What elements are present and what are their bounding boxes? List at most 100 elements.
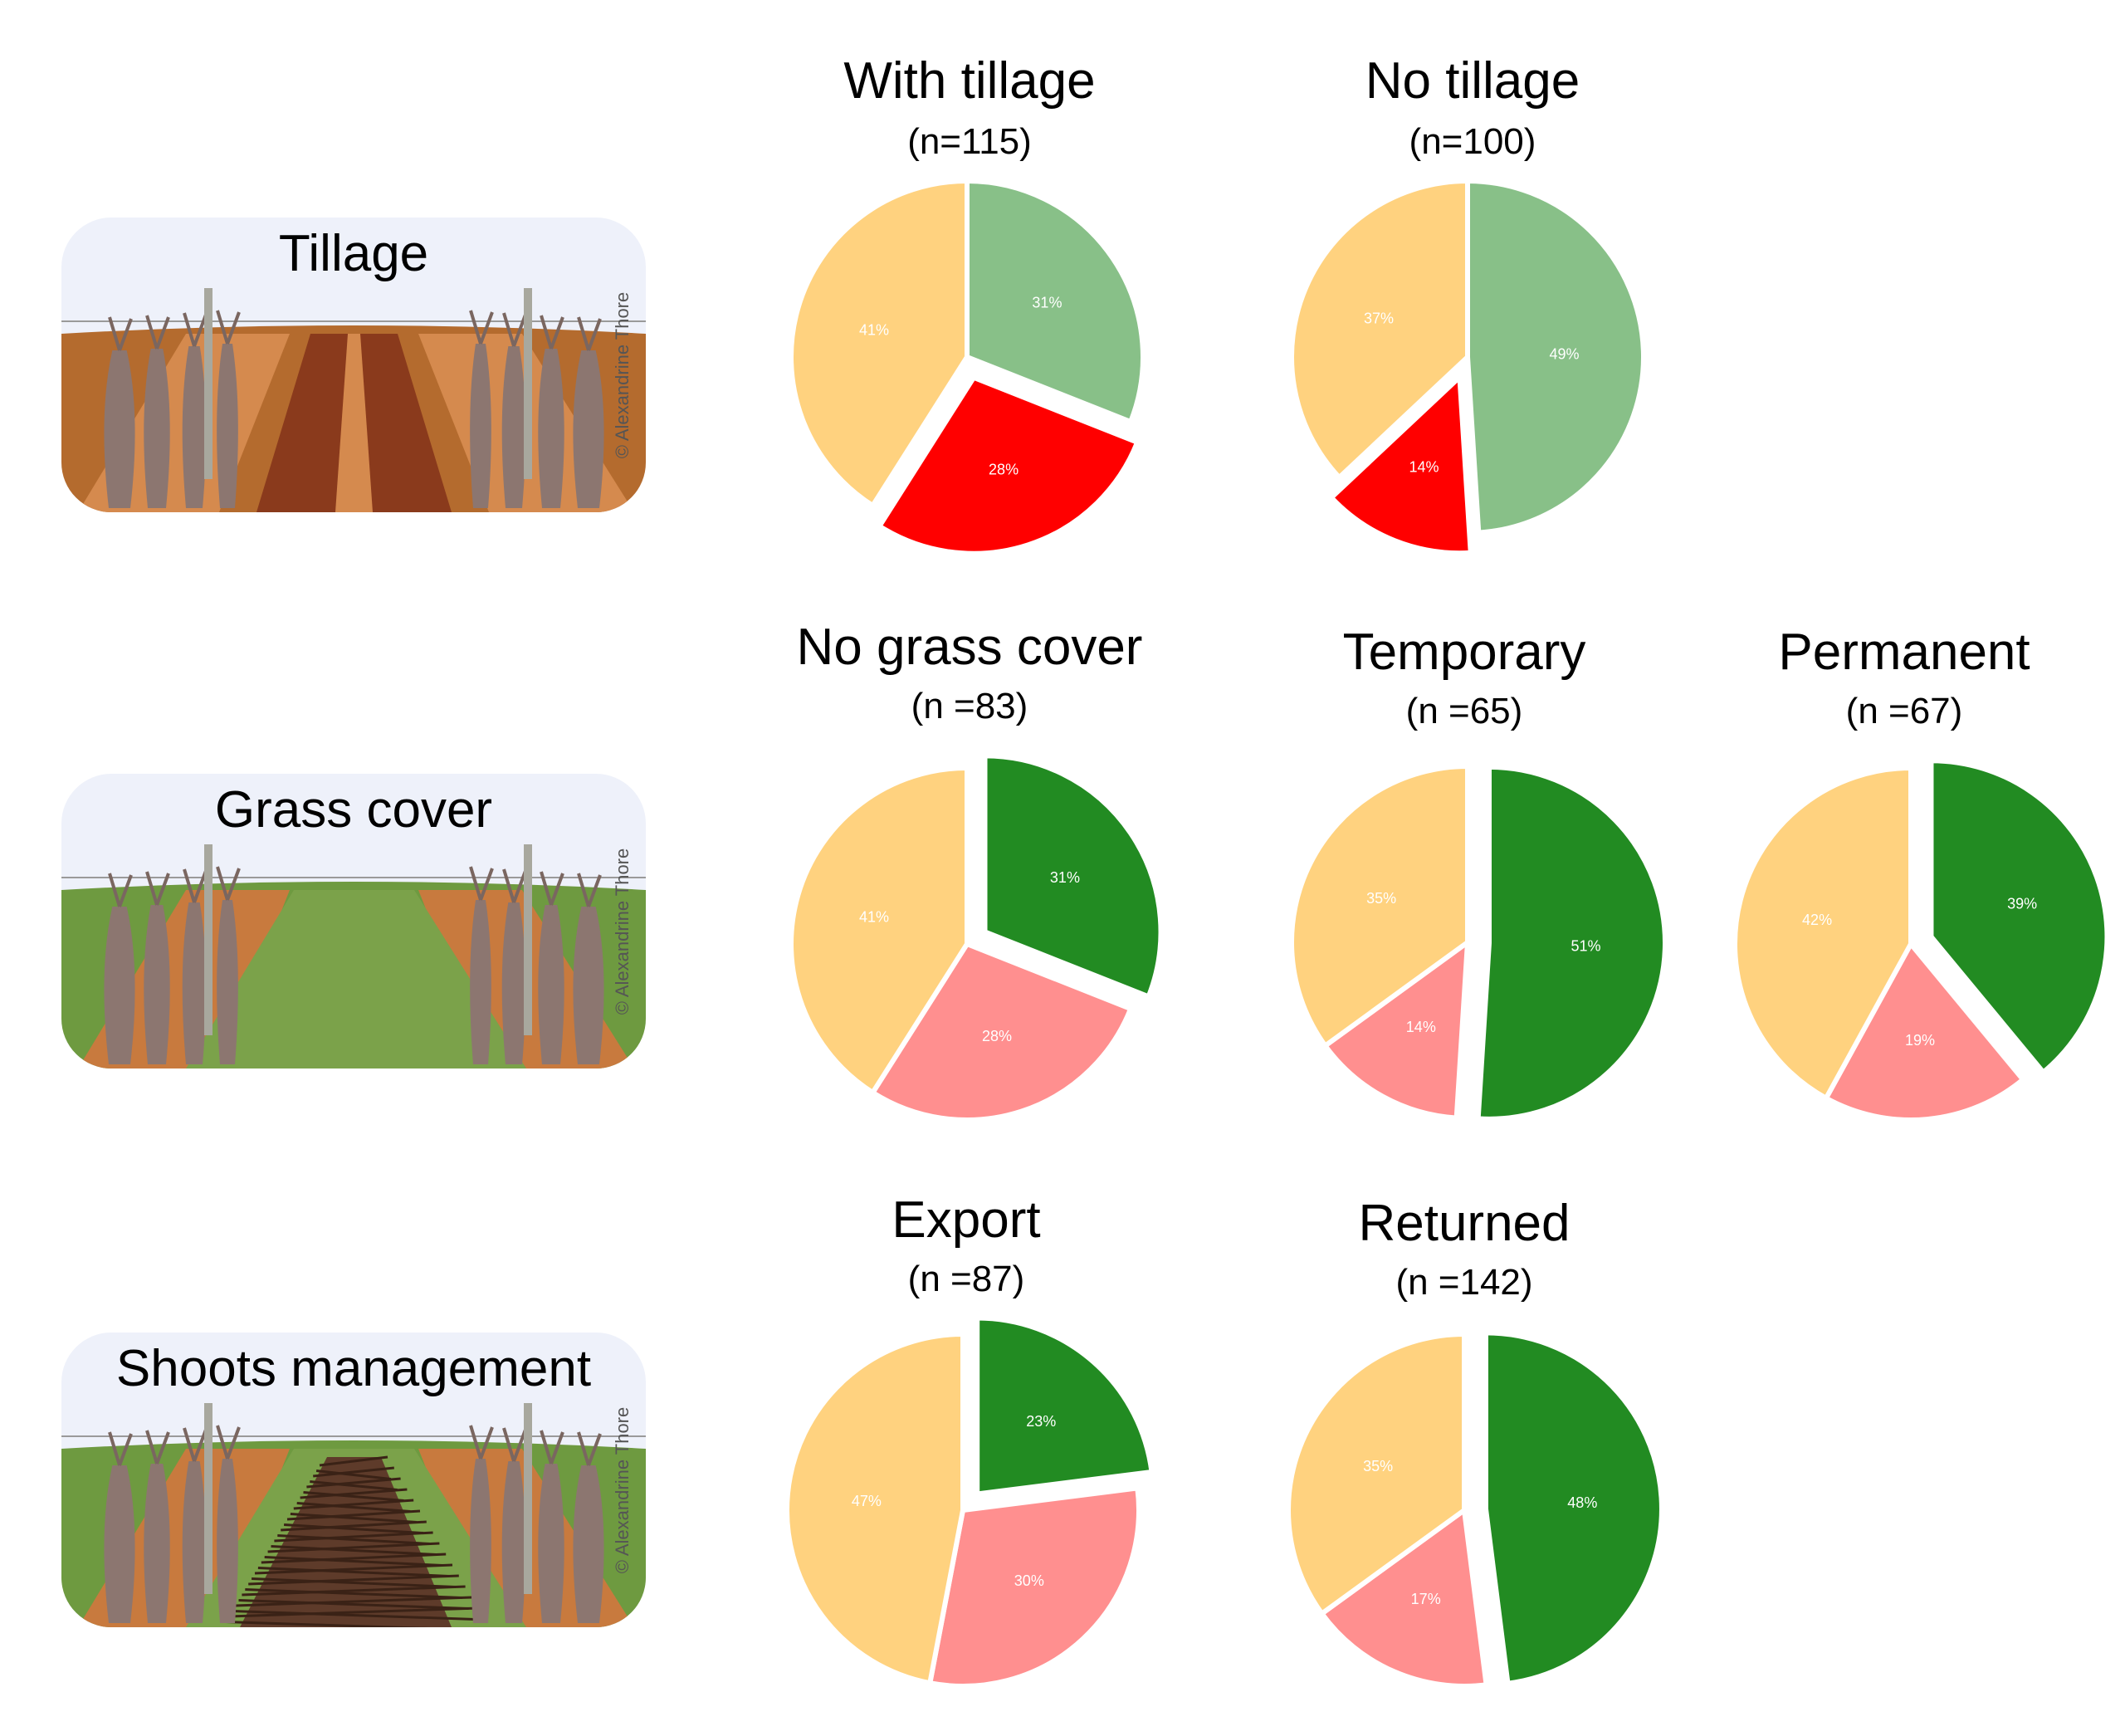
pie-slice-label-3-1: 14%: [1406, 1019, 1436, 1035]
vine-cane: [108, 1431, 133, 1466]
pie-slice-label-3-2: 35%: [1366, 890, 1396, 907]
shoots-management-illustration: Shoots management © Alexandrine Thore: [61, 1333, 646, 1627]
pie-export: 23% 30% 47%: [784, 1315, 1155, 1689]
trellis-post: [524, 844, 532, 1035]
pie-slice-1-0: [1465, 178, 1646, 535]
pruned-shoot: [303, 1491, 404, 1502]
vine-cane: [502, 1427, 527, 1462]
vine-cane: [577, 1431, 602, 1466]
chart-title-with-tillage: With tillage: [843, 52, 1096, 110]
pruned-shoot: [281, 1520, 427, 1532]
pie-slice-label-3-0: 51%: [1571, 937, 1601, 954]
pruned-shoot: [284, 1523, 423, 1534]
chart-title-permanent: Permanent: [1778, 623, 2030, 681]
vine-trunk: [217, 344, 238, 508]
trellis-post: [204, 288, 212, 479]
chart-title-no-tillage: No tillage: [1365, 52, 1580, 110]
pie-slice-6-1: [1319, 1508, 1489, 1689]
vine-cane: [469, 866, 494, 901]
pruned-shoot: [277, 1534, 430, 1545]
pruned-shoot: [315, 1469, 392, 1480]
vine-trunk: [470, 900, 491, 1064]
pie-slice-4-1: [1823, 941, 2026, 1122]
pie-slice-label-4-0: 39%: [2007, 896, 2037, 912]
vine-trunk: [538, 349, 564, 508]
vine-trunk: [182, 346, 207, 508]
vine-trunk: [182, 1461, 207, 1623]
pie-slice-5-1: [927, 1485, 1141, 1689]
grass-inter-row: [186, 890, 526, 1068]
pruned-shoot: [306, 1477, 401, 1489]
pie-slice-4-2: [1732, 765, 1913, 1101]
vine-trunk: [501, 346, 526, 508]
pruned-shoot: [267, 1542, 440, 1553]
vine-trunk: [573, 350, 604, 508]
tillage-vineyard-drawing: [61, 218, 646, 512]
pruned-shoot: [238, 1599, 469, 1610]
pie-slice-2-0: [982, 753, 1164, 1000]
chart-n-permanent: (n =67): [1845, 691, 1963, 731]
vine-cane: [183, 312, 208, 347]
pie-no-tillage: 49% 14% 37%: [1289, 178, 1646, 556]
pie-slice-label-6-1: 17%: [1411, 1591, 1441, 1607]
chart-title-export: Export: [892, 1191, 1041, 1249]
vine-cane: [577, 873, 602, 907]
pruned-shoot: [261, 1553, 447, 1564]
pie-slice-label-5-1: 30%: [1014, 1572, 1044, 1589]
trellis-post: [524, 1403, 532, 1594]
vine-cane: [145, 871, 170, 906]
chart-n-temporary: (n =65): [1405, 691, 1523, 731]
pie-slice-label-0-1: 28%: [989, 462, 1019, 478]
chart-title-temporary: Temporary: [1342, 623, 1586, 681]
pruned-shoot: [296, 1502, 411, 1513]
pie-temporary: 51% 14% 35%: [1289, 764, 1668, 1122]
pie-slice-6-2: [1286, 1332, 1467, 1616]
chart-n-with-tillage: (n=115): [907, 121, 1032, 162]
vine-trunk: [573, 1465, 604, 1623]
trellis-post: [204, 844, 212, 1035]
illustration-credit: © Alexandrine Thore: [612, 1406, 633, 1574]
vine-trunk: [501, 1461, 526, 1623]
chart-n-export: (n =87): [907, 1259, 1025, 1299]
pie-slice-5-0: [975, 1315, 1155, 1497]
pie-slice-2-1: [870, 941, 1134, 1122]
vine-trunk: [538, 1464, 564, 1623]
vine-cane: [469, 1425, 494, 1460]
pruned-shoot: [252, 1577, 456, 1588]
trellis-post: [204, 1403, 212, 1594]
pruned-shoot: [225, 1621, 431, 1627]
pie-slice-label-6-2: 35%: [1363, 1458, 1393, 1474]
vine-trunk: [104, 350, 135, 508]
vine-cane: [540, 871, 564, 906]
pruned-shoot: [319, 1455, 388, 1467]
pruned-shoot: [290, 1513, 418, 1523]
pie-slice-label-2-1: 28%: [982, 1028, 1012, 1044]
pie-slice-1-2: [1289, 178, 1470, 481]
vine-trunk: [144, 1464, 170, 1623]
vine-cane: [216, 1425, 241, 1460]
vine-cane: [469, 310, 494, 345]
vine-cane: [216, 310, 241, 345]
vine-trunk: [538, 905, 564, 1064]
pruned-shoot: [245, 1588, 462, 1599]
trellis-post: [524, 288, 532, 479]
vine-trunk: [217, 1459, 238, 1623]
pruned-shoot: [310, 1480, 398, 1491]
pie-slice-label-5-0: 23%: [1026, 1413, 1056, 1430]
pruned-shoot: [313, 1466, 394, 1478]
pruned-shoot: [286, 1509, 421, 1521]
pie-slice-label-1-1: 14%: [1409, 459, 1439, 476]
vine-trunk: [104, 907, 135, 1064]
pruned-shoot: [293, 1499, 414, 1510]
vine-cane: [502, 868, 527, 903]
grass-vineyard-drawing: [61, 774, 646, 1068]
shoots-vineyard-drawing: [61, 1333, 646, 1627]
vine-trunk: [144, 905, 170, 1064]
pruned-shoot: [274, 1531, 433, 1543]
grass-cover-illustration: Grass cover © Alexandrine Thore: [61, 774, 646, 1068]
vine-trunk: [501, 902, 526, 1064]
pie-slice-4-0: [1928, 758, 2110, 1075]
pie-slice-1-1: [1328, 374, 1473, 556]
vine-trunk: [182, 902, 207, 1064]
chart-n-no-tillage: (n=100): [1409, 121, 1536, 162]
